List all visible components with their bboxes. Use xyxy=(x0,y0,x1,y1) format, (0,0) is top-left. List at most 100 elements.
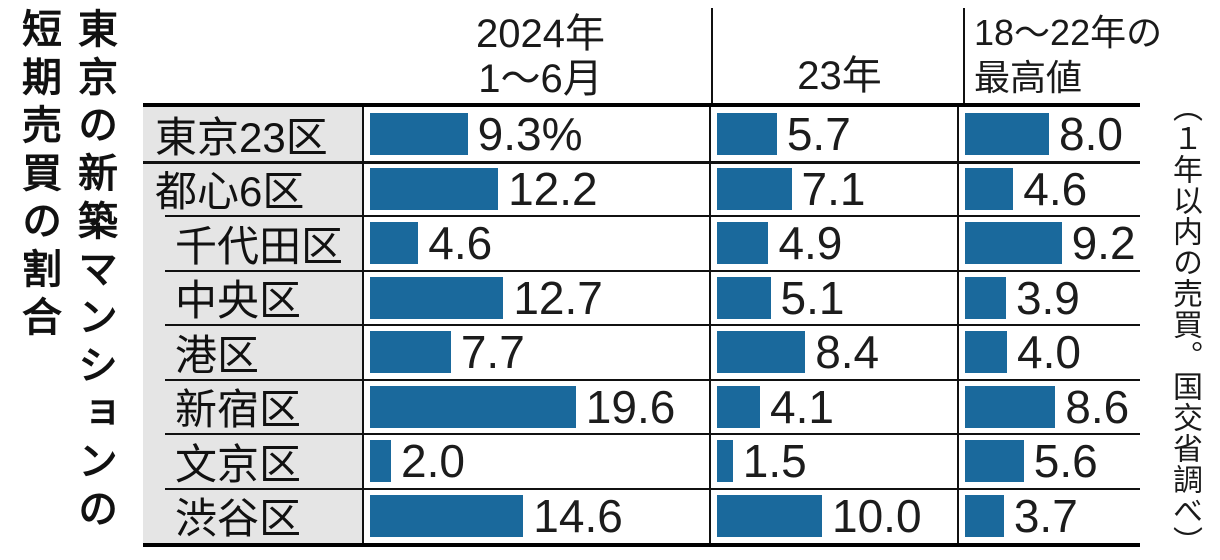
bar-2024 xyxy=(370,440,391,483)
chart-title-line1: 東京の新築マンションの xyxy=(72,8,116,536)
row-label: 港区 xyxy=(143,325,364,380)
cell-2023: 5.7 xyxy=(711,107,959,162)
bar-2018-22-max xyxy=(965,222,1062,265)
row-label: 都心6区 xyxy=(143,161,364,216)
cell-2018-22-max: 8.0 xyxy=(959,107,1140,162)
cell-2018-22-max: 3.7 xyxy=(959,489,1140,544)
row-label: 渋谷区 xyxy=(143,488,364,543)
row-separator xyxy=(165,487,1140,490)
header-divider-2 xyxy=(963,8,965,103)
column-header-2024-line2: 1〜6月 xyxy=(478,57,603,101)
column-header-2024-line1: 2024年 xyxy=(476,12,605,56)
value-2018-22-max: 8.6 xyxy=(1065,380,1130,433)
cell-2023: 10.0 xyxy=(711,488,959,543)
cell-2024: 7.7 xyxy=(364,325,711,380)
bar-2023 xyxy=(717,222,769,265)
bar-2023 xyxy=(717,276,771,319)
row-label: 中央区 xyxy=(143,270,364,325)
cell-2023: 4.1 xyxy=(711,379,959,434)
bar-2024 xyxy=(370,276,504,319)
cell-2018-22-max: 3.9 xyxy=(959,271,1140,326)
value-2024: 14.6 xyxy=(533,489,623,542)
cell-2024: 14.6 xyxy=(364,488,711,543)
table-row: 中央区 12.7 5.1 3.9 xyxy=(143,270,1140,326)
value-2024: 19.6 xyxy=(585,380,676,433)
value-2018-22-max: 3.9 xyxy=(1015,271,1080,324)
cell-2024: 12.2 xyxy=(364,161,711,216)
value-2024: 2.0 xyxy=(401,435,465,488)
cell-2018-22-max: 4.6 xyxy=(959,162,1140,217)
bar-2024 xyxy=(370,222,419,265)
value-2018-22-max: 4.0 xyxy=(1017,326,1081,379)
table-row: 千代田区 4.6 4.9 9.2 xyxy=(143,216,1140,272)
header-divider-1 xyxy=(711,8,713,103)
column-header-2023: 23年 xyxy=(716,54,963,99)
value-2024: 9.3% xyxy=(477,108,583,161)
row-label: 新宿区 xyxy=(143,379,364,434)
value-2024: 12.2 xyxy=(508,162,598,215)
table-row: 港区 7.7 8.4 4.0 xyxy=(143,325,1140,381)
value-2018-22-max: 9.2 xyxy=(1071,217,1136,270)
row-separator xyxy=(165,324,1140,326)
value-2023: 5.1 xyxy=(780,271,845,324)
row-separator xyxy=(143,160,1140,164)
value-2023: 5.7 xyxy=(786,108,851,161)
column-header-2018-22-max-line1: 18〜22年の xyxy=(974,12,1163,53)
bar-2024 xyxy=(370,167,499,210)
column-header-2018-22-max-line2: 最高値 xyxy=(974,57,1083,98)
cell-2024: 2.0 xyxy=(364,434,711,489)
bar-2018-22-max xyxy=(965,494,1004,537)
bar-2024 xyxy=(370,494,524,537)
bar-2023 xyxy=(717,167,792,210)
cell-2023: 8.4 xyxy=(711,325,959,380)
bar-2023 xyxy=(717,494,822,537)
value-2023: 7.1 xyxy=(801,162,866,215)
cell-2023: 7.1 xyxy=(711,161,959,216)
bar-2023 xyxy=(717,113,777,156)
table-row: 東京23区 9.3% 5.7 8.0 xyxy=(143,107,1140,164)
cell-2018-22-max: 8.6 xyxy=(959,380,1140,435)
cell-2023: 4.9 xyxy=(711,216,959,271)
value-2018-22-max: 8.0 xyxy=(1059,108,1123,161)
cell-2024: 9.3% xyxy=(364,107,711,162)
column-header-2024: 2024年 1〜6月 xyxy=(368,12,713,102)
value-2018-22-max: 5.6 xyxy=(1033,435,1098,488)
cell-2018-22-max: 9.2 xyxy=(959,216,1140,271)
table-row: 渋谷区 14.6 10.0 3.7 xyxy=(143,488,1140,544)
chart-title-line2: 短期売買の割合 xyxy=(16,8,60,344)
cell-2024: 19.6 xyxy=(364,379,711,434)
column-header-2018-22-max: 18〜22年の 最高値 xyxy=(974,10,1162,100)
value-2018-22-max: 4.6 xyxy=(1023,162,1088,215)
bar-2018-22-max xyxy=(965,276,1006,319)
cell-2023: 5.1 xyxy=(711,270,959,325)
row-label: 東京23区 xyxy=(143,107,364,162)
value-2023: 10.0 xyxy=(832,489,922,542)
row-separator xyxy=(165,378,1140,381)
value-2024: 7.7 xyxy=(460,326,525,379)
bar-2023 xyxy=(717,331,806,374)
value-2023: 4.9 xyxy=(778,217,843,270)
bar-2018-22-max xyxy=(965,331,1007,374)
row-separator xyxy=(165,433,1140,435)
bar-2018-22-max xyxy=(965,167,1014,210)
value-2024: 4.6 xyxy=(428,217,493,270)
value-2023: 1.5 xyxy=(742,435,807,488)
bar-table: 東京23区 9.3% 5.7 8.0 都心6区 12.2 7.1 4.6 xyxy=(143,103,1140,547)
row-label: 千代田区 xyxy=(143,216,364,271)
table-row: 新宿区 19.6 4.1 8.6 xyxy=(143,379,1140,435)
cell-2023: 1.5 xyxy=(711,434,959,489)
bar-2018-22-max xyxy=(965,440,1024,483)
bar-2024 xyxy=(370,113,468,156)
value-2018-22-max: 3.7 xyxy=(1013,489,1078,542)
row-separator xyxy=(165,269,1140,272)
bar-2024 xyxy=(370,385,576,428)
table-row: 文京区 2.0 1.5 5.6 xyxy=(143,434,1140,490)
table-row: 都心6区 12.2 7.1 4.6 xyxy=(143,161,1140,217)
cell-2018-22-max: 5.6 xyxy=(959,434,1140,489)
cell-2024: 4.6 xyxy=(364,216,711,271)
row-label: 文京区 xyxy=(143,434,364,489)
value-2024: 12.7 xyxy=(513,271,603,324)
bar-2024 xyxy=(370,331,451,374)
bar-2018-22-max xyxy=(965,385,1056,428)
